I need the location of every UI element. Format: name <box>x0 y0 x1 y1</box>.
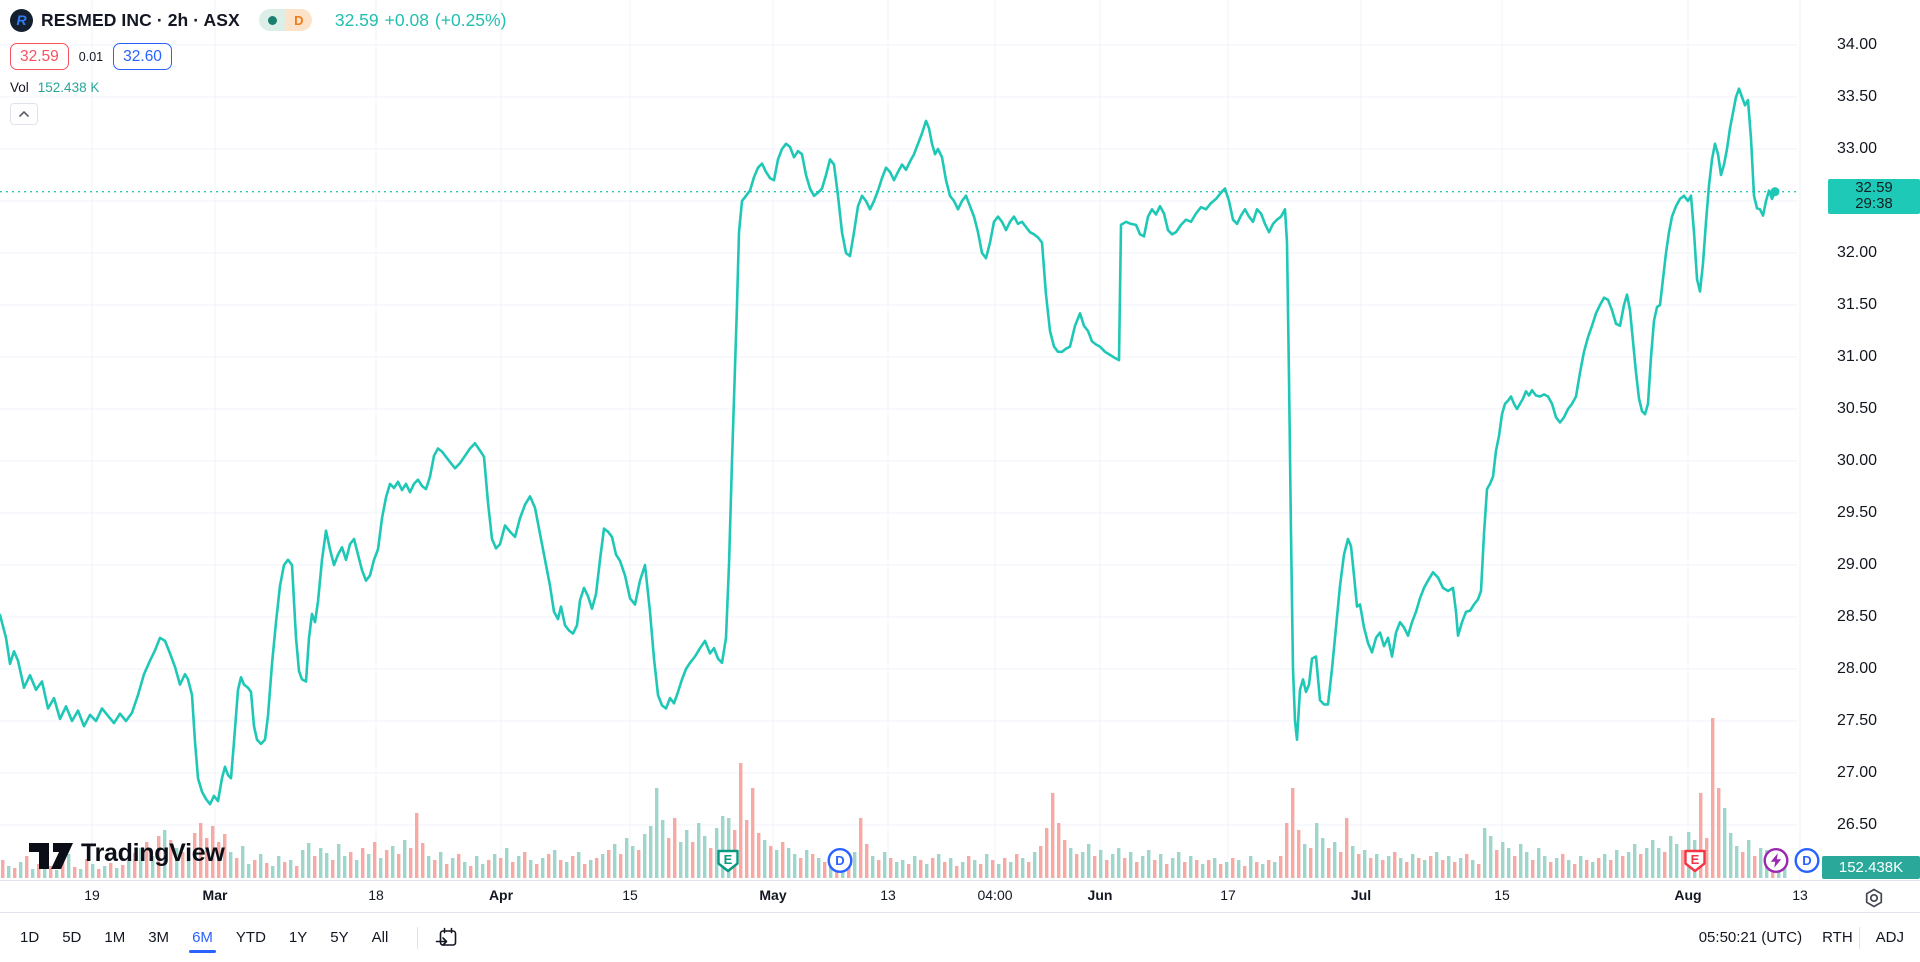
range-button-3m[interactable]: 3M <box>148 929 170 946</box>
earnings-badge[interactable]: E <box>714 847 742 880</box>
time-tick-19: 19 <box>84 887 100 903</box>
last-price-value: 32.59 <box>1855 179 1893 196</box>
bid-button[interactable]: 32.59 <box>10 43 69 70</box>
symbol-legend: R RESMED INC · 2h · ASX D 32.59 +0.08 (+0.… <box>10 8 512 125</box>
price-scale-label: 28.50 <box>1837 608 1878 625</box>
volume-value: 152.438 K <box>37 79 100 95</box>
range-button-6m[interactable]: 6M <box>189 929 216 953</box>
last-price-label: 32.59 29:38 <box>1828 179 1920 214</box>
volume-axis-label: 152.438K <box>1822 856 1920 879</box>
quote-last: 32.59 <box>334 9 379 30</box>
interval-d-badge: D <box>285 9 312 31</box>
price-scale-label: 30.00 <box>1837 452 1878 469</box>
tradingview-watermark[interactable]: TradingView <box>28 836 225 870</box>
price-scale-label: 32.00 <box>1837 244 1878 261</box>
spread-value: 0.01 <box>78 49 104 64</box>
price-line-series <box>0 87 1777 806</box>
time-tick-jun: Jun <box>1087 887 1113 903</box>
time-axis[interactable]: 19 Mar 18 Apr 15 May 13 04:00 Jun 17 Jul 15 Aug 13 <box>0 880 1920 912</box>
timezone-settings-icon[interactable] <box>1862 886 1886 910</box>
adjustment-adj-button[interactable]: ADJ <box>1875 929 1904 946</box>
toolbar-divider <box>1858 926 1860 949</box>
date-range-buttons: 1D 5D 1M 3M 6M YTD 1Y 5Y All <box>20 929 411 953</box>
price-scale-label: 30.50 <box>1837 400 1878 417</box>
price-scale-label: 31.00 <box>1837 348 1878 365</box>
time-tick-mar: Mar <box>202 887 228 903</box>
quote-change: +0.08 <box>384 9 429 30</box>
time-tick-aug: Aug <box>1674 887 1702 903</box>
time-tick-17: 17 <box>1220 887 1236 903</box>
time-tick-18: 18 <box>368 887 384 903</box>
price-scale-label: 31.50 <box>1837 296 1878 313</box>
range-button-1m[interactable]: 1M <box>104 929 126 946</box>
range-button-all[interactable]: All <box>371 929 389 946</box>
market-open-dot-icon <box>267 15 277 25</box>
symbol-logo: R <box>10 8 33 32</box>
svg-text:D: D <box>1802 853 1811 868</box>
chevron-up-icon <box>19 111 29 117</box>
range-button-ytd[interactable]: YTD <box>235 929 266 946</box>
price-scale-label: 28.00 <box>1837 660 1878 677</box>
last-bar-dot <box>1770 187 1780 197</box>
price-scale-label: 26.50 <box>1837 816 1878 833</box>
range-button-1d[interactable]: 1D <box>20 929 40 946</box>
ask-button[interactable]: 32.60 <box>113 43 172 70</box>
bottom-toolbar: 1D 5D 1M 3M 6M YTD 1Y 5Y All 05:50:21 (UTC) RTH … <box>0 912 1920 962</box>
range-button-5y[interactable]: 5Y <box>330 929 349 946</box>
price-scale-label: 33.00 <box>1837 140 1878 157</box>
go-to-date-icon[interactable] <box>434 925 460 951</box>
price-scale-label: 34.00 <box>1837 36 1878 53</box>
time-tick-may: May <box>759 887 787 903</box>
price-scale-label: 29.00 <box>1837 556 1878 573</box>
range-button-5d[interactable]: 5D <box>62 929 82 946</box>
collapse-legend-button[interactable] <box>10 103 38 125</box>
time-tick-jul: Jul <box>1350 887 1372 903</box>
toolbar-divider <box>417 926 419 949</box>
price-scale-label: 29.50 <box>1837 504 1878 521</box>
time-tick-13: 13 <box>880 887 896 903</box>
tradingview-logo-text: TradingView <box>81 838 225 867</box>
dividend-badge[interactable]: D <box>1793 847 1821 880</box>
svg-text:E: E <box>724 852 733 867</box>
range-button-1y[interactable]: 1Y <box>288 929 308 946</box>
session-rth-button[interactable]: RTH <box>1822 929 1853 946</box>
market-open-dot-wrap <box>258 9 286 31</box>
time-tick-15: 15 <box>622 887 638 903</box>
svg-text:D: D <box>835 853 844 868</box>
dividend-badge[interactable]: D <box>826 847 854 880</box>
volume-label: Vol <box>10 79 29 95</box>
market-status-interval-pill[interactable]: D <box>258 9 312 31</box>
time-tick-apr: Apr <box>488 887 514 903</box>
time-tick-15: 15 <box>1494 887 1510 903</box>
price-scale-label: 27.50 <box>1837 712 1878 729</box>
grid-lines <box>0 0 1801 880</box>
price-scale-label: 33.50 <box>1837 88 1878 105</box>
svg-text:E: E <box>1691 852 1700 867</box>
quote-line: 32.59 +0.08 (+0.25%) <box>335 10 513 31</box>
tradingview-logo-icon <box>29 843 73 869</box>
earnings-upcoming-badge[interactable]: E <box>1681 847 1709 880</box>
symbol-title[interactable]: RESMED INC · 2h · ASX <box>41 9 240 30</box>
flash-badge[interactable] <box>1762 847 1790 880</box>
time-tick-04:00: 04:00 <box>977 887 1013 903</box>
volume-bars <box>1 718 1787 878</box>
quote-change-pct: (+0.25%) <box>434 9 507 30</box>
clock-utc[interactable]: 05:50:21 (UTC) <box>1698 929 1803 946</box>
price-chart-plot[interactable] <box>0 0 1920 880</box>
price-scale-label: 27.00 <box>1837 764 1878 781</box>
time-tick-13: 13 <box>1792 887 1808 903</box>
bar-countdown: 29:38 <box>1855 195 1893 212</box>
